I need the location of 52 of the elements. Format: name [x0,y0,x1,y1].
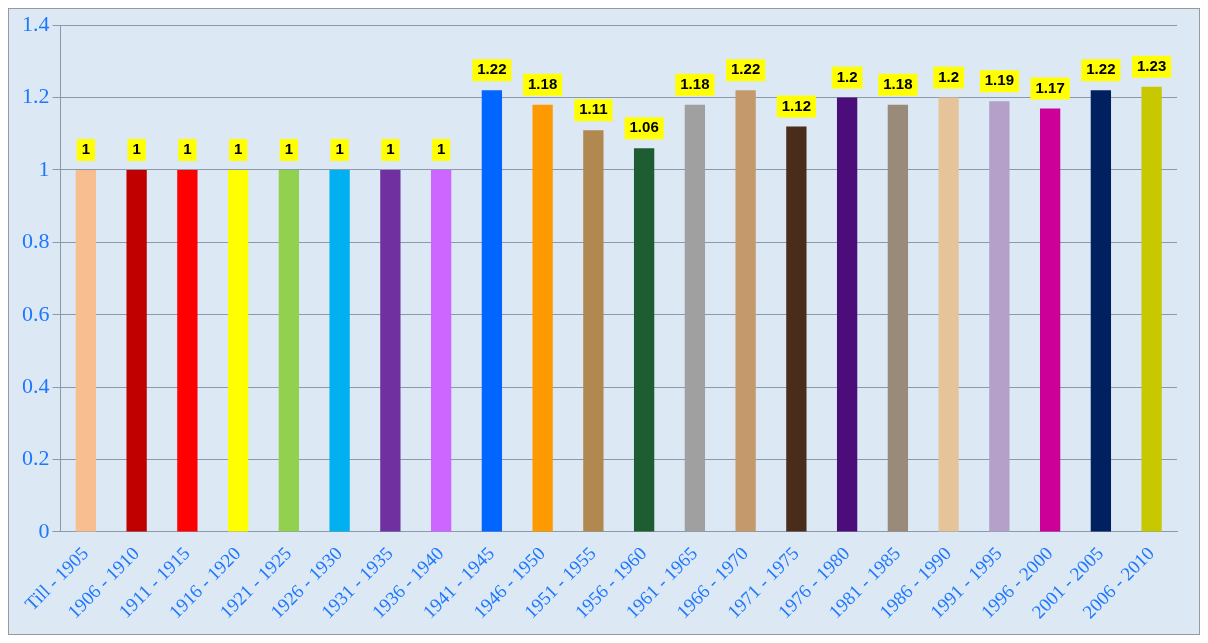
bar [75,169,97,532]
bar [380,169,401,532]
data-label: 1.11 [579,100,608,118]
data-label: 1 [132,140,141,158]
bar [278,169,300,532]
data-label: 1 [183,140,192,158]
bar [227,169,249,532]
bar [583,130,604,532]
bar [177,169,198,532]
data-label: 1 [81,140,91,158]
data-label: 1 [386,140,395,158]
data-label: 1 [284,140,294,158]
data-label: 1 [233,140,243,158]
data-label: 1.22 [477,60,507,78]
y-tick-label: 0 [38,517,50,543]
bar [1090,90,1112,532]
bar [481,90,503,532]
data-label: 1.22 [731,60,761,78]
bar [989,101,1010,532]
data-label: 1.2 [836,67,858,85]
bar [735,90,756,532]
data-label: 1.06 [629,118,659,136]
bar [1039,108,1061,532]
y-tick-label: 1.4 [22,10,50,36]
bar [684,104,706,532]
bar [938,97,959,532]
y-tick-label: 0.8 [22,228,50,254]
data-label: 1 [436,140,446,158]
data-label: 1.17 [1035,78,1065,96]
y-tick-label: 0.2 [22,445,50,471]
bar [329,169,350,532]
data-label: 1.18 [680,74,710,92]
data-label: 1.23 [1137,56,1167,74]
data-label: 1 [335,140,344,158]
data-label: 1.22 [1086,60,1116,78]
bar [836,97,858,532]
y-tick-label: 0.6 [22,300,50,326]
y-tick-label: 1.2 [22,83,50,109]
bar [786,126,807,532]
bar [633,148,655,532]
y-tick-label: 0.4 [22,372,50,398]
data-label: 1.18 [883,74,913,92]
bar [887,104,909,532]
bar [1141,86,1162,532]
bar [532,104,553,532]
data-label: 1.19 [984,71,1014,89]
data-label: 1.2 [938,67,960,85]
data-label: 1.12 [781,96,811,114]
bar [126,169,147,532]
bar [430,169,452,532]
y-tick-label: 1 [38,155,50,181]
data-label: 1.18 [528,74,558,92]
